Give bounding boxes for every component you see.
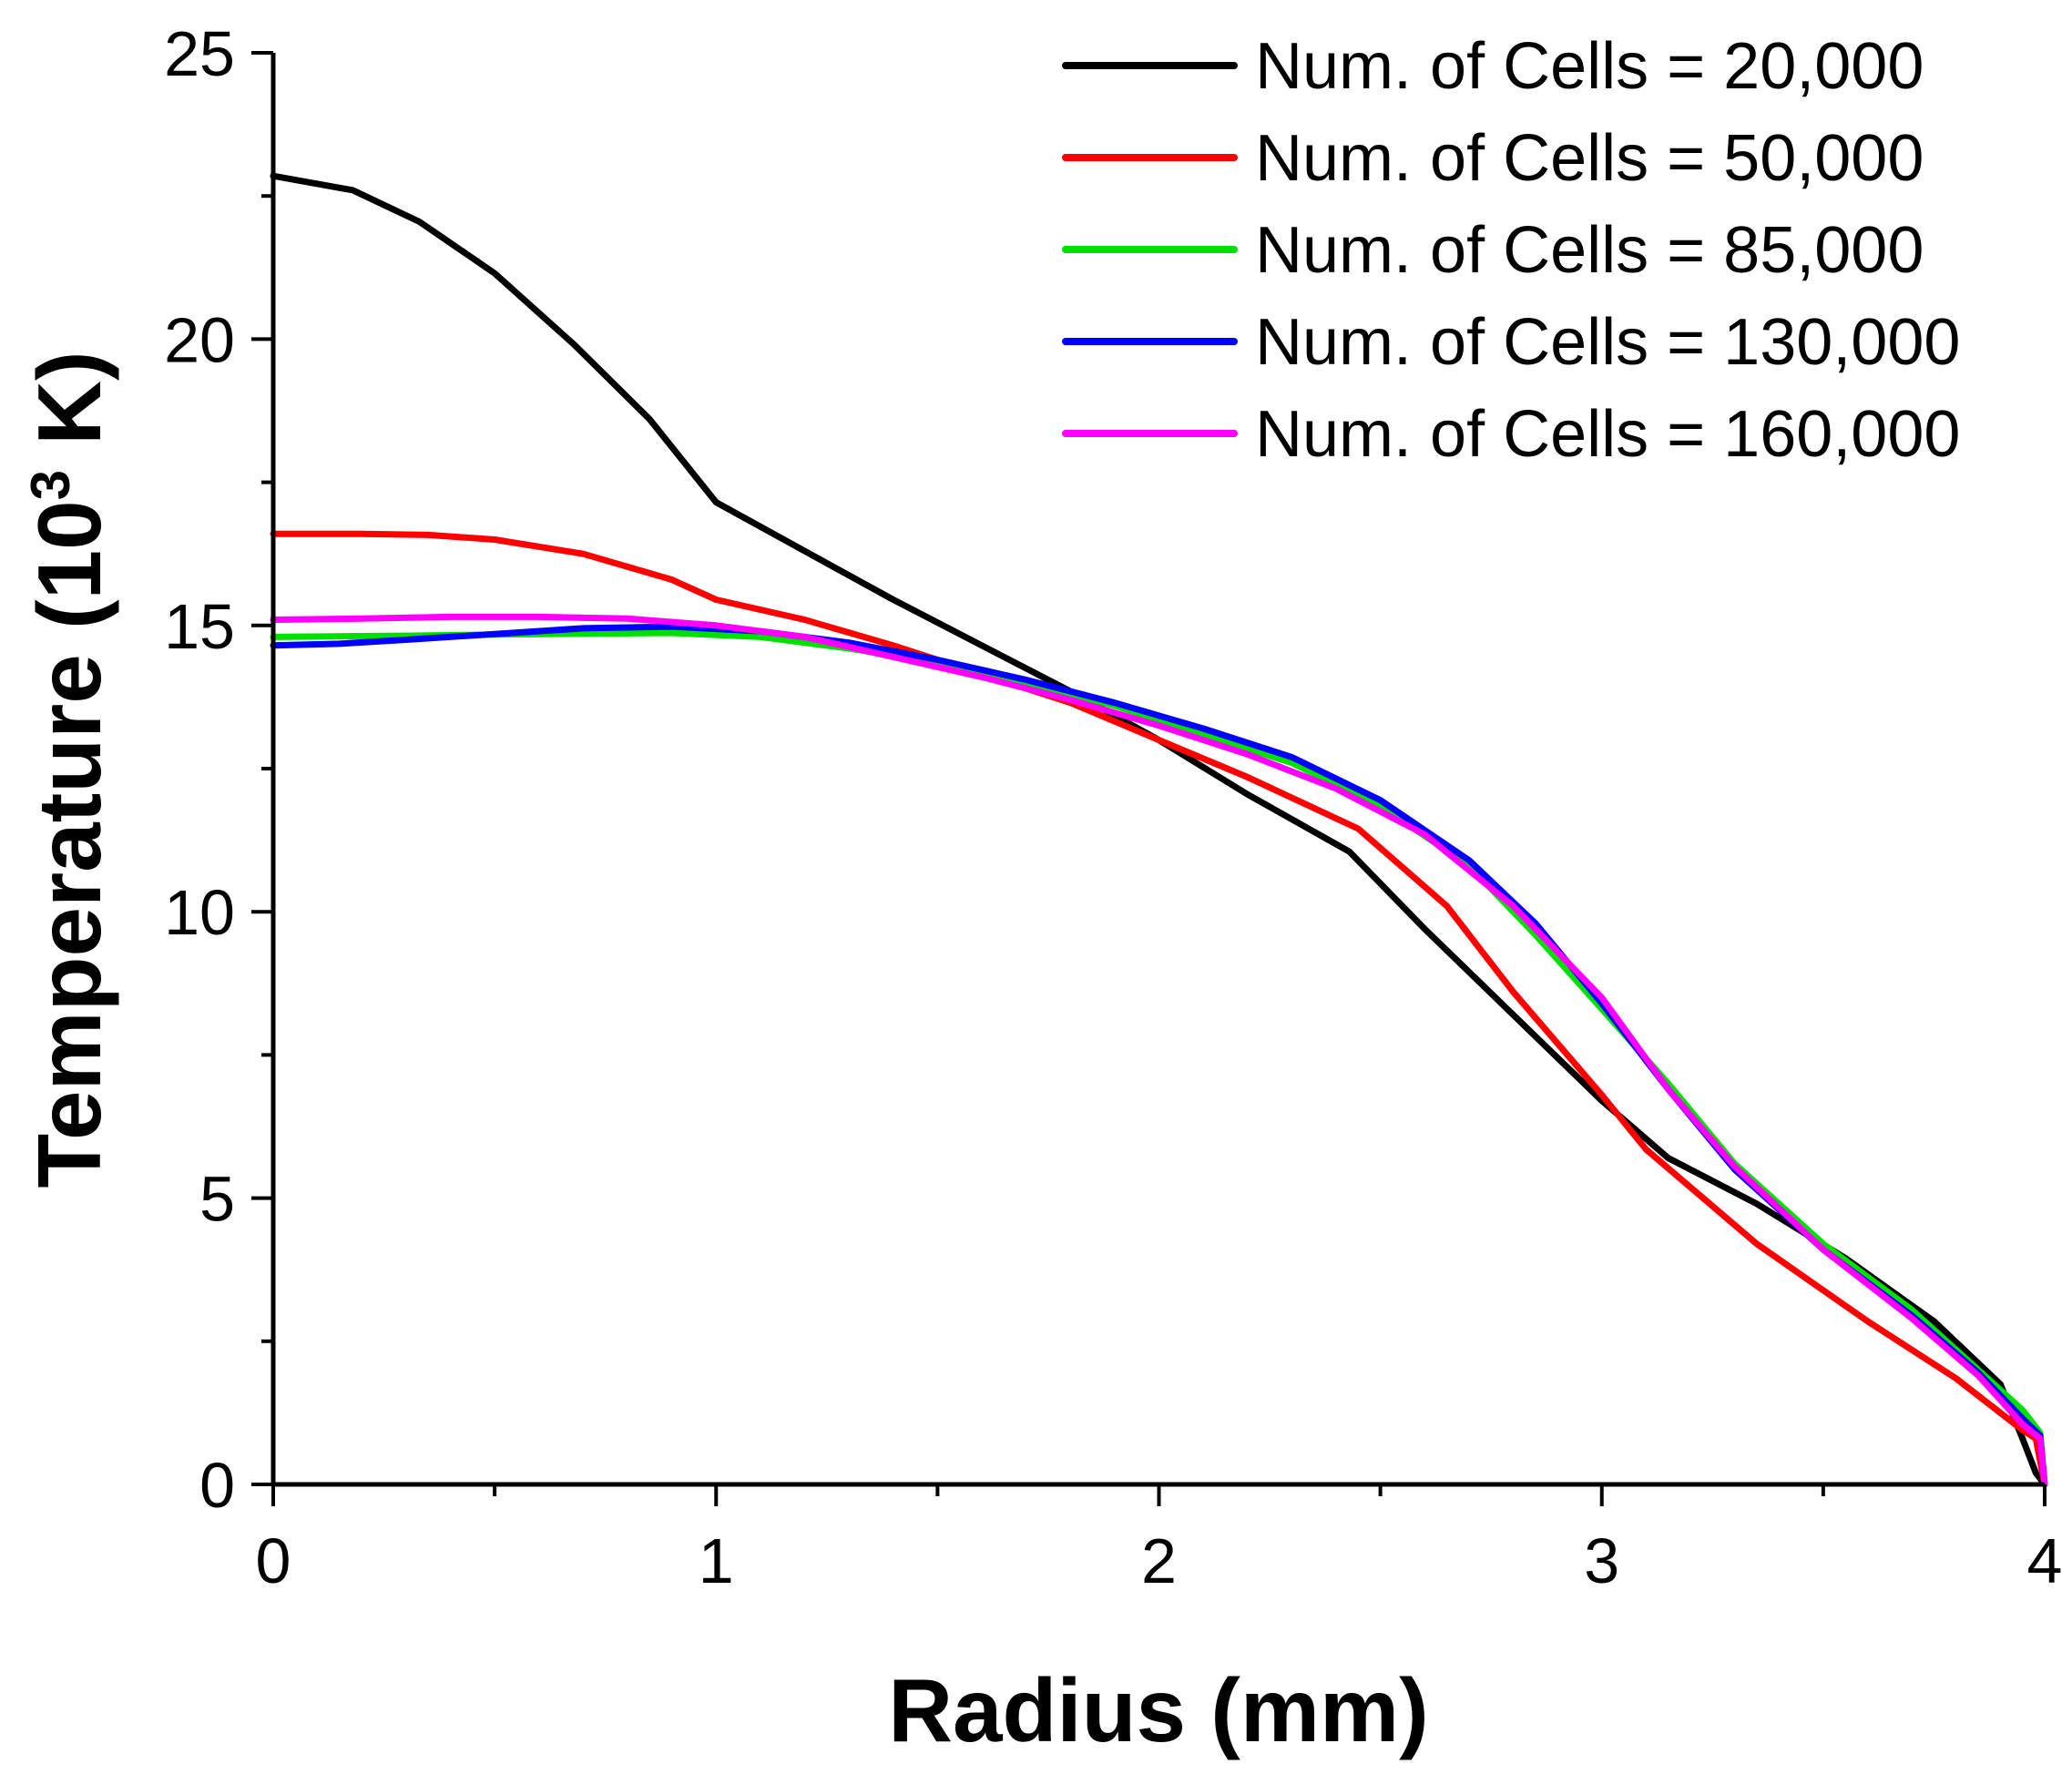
series-line-1 <box>270 172 2048 1488</box>
x-tick-label: 4 <box>2027 1525 2063 1596</box>
y-tick-label: 20 <box>164 304 235 375</box>
legend-label-2: Num. of Cells = 50,000 <box>1255 122 1924 195</box>
y-tick-label: 5 <box>199 1164 235 1235</box>
legend-label-5: Num. of Cells = 160,000 <box>1255 398 1960 471</box>
y-axis-title: Temperature (103 K) <box>19 351 119 1188</box>
series-line-5 <box>270 613 2048 1488</box>
legend-label-3: Num. of Cells = 85,000 <box>1255 214 1924 287</box>
x-tick-label: 3 <box>1584 1525 1619 1596</box>
y-axis-title-superscript: 3 <box>20 470 81 500</box>
tick-layer: 0 1 2 3 4 0 5 10 15 20 25 <box>164 18 2062 1596</box>
series-layer <box>270 172 2048 1488</box>
y-tick-label: 0 <box>199 1450 235 1521</box>
y-axis-title-main: Temperature (10 <box>19 500 119 1188</box>
series-line-2 <box>270 530 2048 1488</box>
series-line-4 <box>270 623 2048 1488</box>
x-tick-label: 2 <box>1141 1525 1177 1596</box>
legend-label-1: Num. of Cells = 20,000 <box>1255 30 1924 103</box>
series-line-3 <box>270 629 2048 1488</box>
legend: Num. of Cells = 20,000 Num. of Cells = 50… <box>1062 30 1960 471</box>
legend-label-4: Num. of Cells = 130,000 <box>1255 306 1960 379</box>
x-tick-label: 1 <box>699 1525 734 1596</box>
x-axis-title: Radius (mm) <box>888 1660 1429 1760</box>
x-tick-label: 0 <box>256 1525 291 1596</box>
y-tick-label: 25 <box>164 18 235 89</box>
y-axis-title-unit: K) <box>19 351 119 470</box>
y-tick-label: 15 <box>164 591 235 662</box>
y-tick-label: 10 <box>164 877 235 948</box>
